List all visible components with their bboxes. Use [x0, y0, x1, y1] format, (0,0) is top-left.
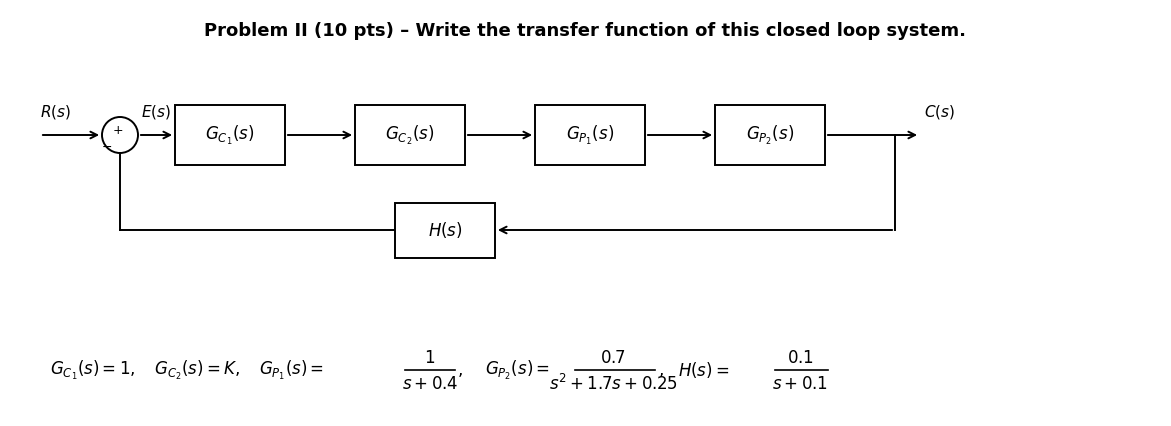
Text: $H(s) = $: $H(s) = $	[678, 360, 730, 380]
Text: $,$: $,$	[658, 361, 664, 379]
Bar	[395, 202, 495, 257]
Text: +: +	[112, 124, 123, 136]
Bar	[355, 105, 465, 165]
Text: $s^2 + 1.7s + 0.25$: $s^2 + 1.7s + 0.25$	[549, 374, 677, 394]
Text: $G_{C_2}(s)$: $G_{C_2}(s)$	[385, 124, 434, 147]
Bar	[535, 105, 645, 165]
Text: $1$: $1$	[424, 349, 436, 367]
Text: $G_{P_1}(s)$: $G_{P_1}(s)$	[566, 124, 614, 147]
Text: $,$: $,$	[457, 361, 463, 379]
Text: $G_{C_1}(s) = 1, \quad G_{C_2}(s) = K, \quad G_{P_1}(s) = $: $G_{C_1}(s) = 1, \quad G_{C_2}(s) = K, \…	[50, 358, 324, 382]
Text: $0.7$: $0.7$	[600, 349, 625, 367]
Text: $G_{P_2}(s) = $: $G_{P_2}(s) = $	[485, 358, 550, 382]
Text: $E(s)$: $E(s)$	[142, 103, 172, 121]
Text: $s + 0.4$: $s + 0.4$	[402, 375, 458, 393]
Bar	[174, 105, 285, 165]
Text: $0.1$: $0.1$	[787, 349, 814, 367]
Text: $G_{C_1}(s)$: $G_{C_1}(s)$	[205, 124, 254, 147]
Bar	[715, 105, 826, 165]
Text: −: −	[102, 141, 112, 154]
Text: $R(s)$: $R(s)$	[40, 103, 71, 121]
Text: $H(s)$: $H(s)$	[427, 220, 463, 240]
Text: $G_{P_2}(s)$: $G_{P_2}(s)$	[746, 124, 794, 147]
Text: Problem II (10 pts) – Write the transfer function of this closed loop system.: Problem II (10 pts) – Write the transfer…	[205, 22, 966, 40]
Text: $C(s)$: $C(s)$	[924, 103, 956, 121]
Text: $s + 0.1$: $s + 0.1$	[772, 375, 828, 393]
